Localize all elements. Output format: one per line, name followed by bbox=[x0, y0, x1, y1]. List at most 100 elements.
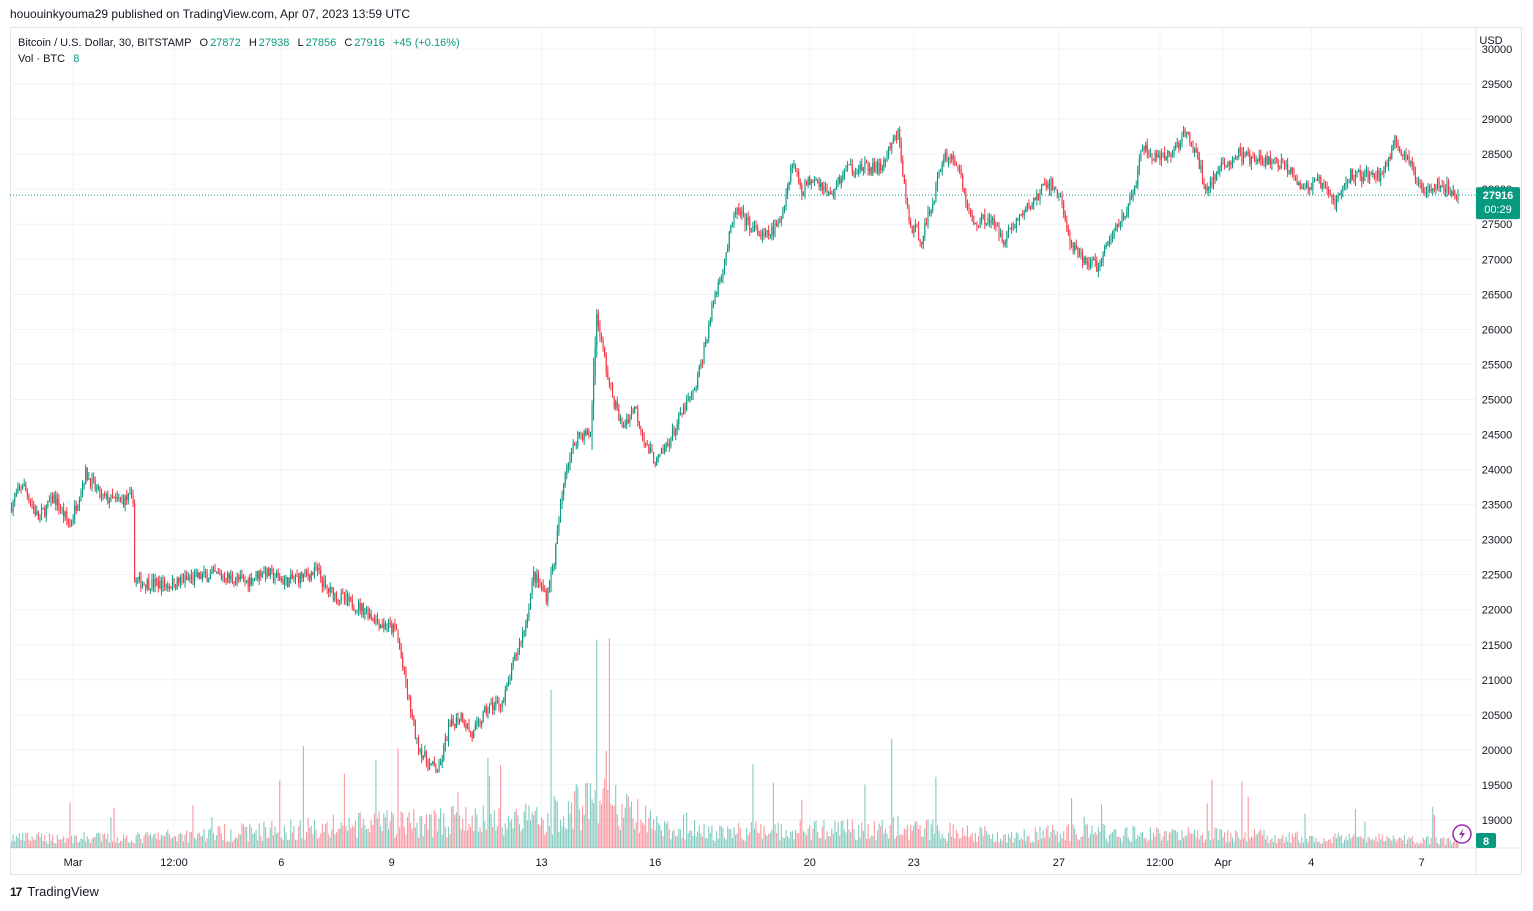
candle-body bbox=[425, 751, 427, 763]
candle-body bbox=[1017, 218, 1019, 220]
candle-body bbox=[843, 168, 845, 175]
chart-frame[interactable] bbox=[10, 27, 1522, 875]
candle-body bbox=[1351, 169, 1353, 181]
candle-body bbox=[337, 600, 339, 602]
volume-bar bbox=[64, 842, 66, 848]
volume-bar bbox=[583, 815, 585, 848]
volume-bar bbox=[1083, 816, 1085, 848]
volume-bar bbox=[307, 817, 309, 848]
candle-body bbox=[501, 701, 503, 708]
candle-body bbox=[1425, 191, 1428, 194]
candle-body bbox=[463, 722, 465, 725]
candle-body bbox=[657, 455, 659, 458]
candle-body bbox=[53, 494, 55, 504]
volume-bar bbox=[525, 803, 527, 848]
volume-bar bbox=[1080, 837, 1082, 848]
volume-bar bbox=[1154, 836, 1156, 848]
candle-body bbox=[790, 167, 792, 182]
volume-bar bbox=[766, 836, 768, 848]
candle-body bbox=[895, 136, 898, 140]
candle-body bbox=[492, 702, 494, 711]
volume-bar bbox=[1276, 843, 1278, 848]
candle-body bbox=[1176, 142, 1178, 145]
volume-bar bbox=[1066, 826, 1068, 848]
volume-bar bbox=[597, 823, 599, 848]
candle-body bbox=[670, 438, 672, 446]
volume-bar bbox=[757, 832, 759, 848]
volume-bar bbox=[446, 837, 448, 848]
volume-bar bbox=[127, 842, 129, 848]
candle-body bbox=[542, 585, 544, 591]
volume-bar bbox=[829, 836, 831, 848]
volume-bar bbox=[422, 836, 424, 848]
volume-bar bbox=[477, 831, 480, 848]
candle-body bbox=[15, 493, 17, 497]
candle-body bbox=[1422, 187, 1424, 192]
volume-bar bbox=[231, 841, 233, 848]
candle-body bbox=[993, 218, 995, 227]
candle-body bbox=[884, 159, 886, 162]
legend-volume-label[interactable]: Vol · BTC bbox=[18, 53, 66, 65]
volume-bar bbox=[346, 830, 349, 848]
volume-bar bbox=[567, 800, 569, 848]
candle-body bbox=[998, 225, 1000, 237]
volume-bar bbox=[694, 820, 696, 848]
candle-body bbox=[1007, 227, 1010, 233]
volume-bar bbox=[230, 829, 232, 848]
candle-body bbox=[126, 495, 128, 500]
candle-body bbox=[370, 613, 372, 619]
legend-symbol[interactable]: Bitcoin / U.S. Dollar, 30, BITSTAMP bbox=[18, 37, 192, 49]
volume-bar bbox=[195, 839, 197, 848]
candle-body bbox=[356, 609, 358, 612]
candle-body bbox=[1067, 229, 1069, 235]
candle-body bbox=[175, 587, 177, 589]
volume-bar bbox=[1369, 838, 1371, 848]
volume-bar bbox=[1201, 834, 1204, 848]
lightning-icon[interactable] bbox=[1452, 824, 1472, 844]
candle-body bbox=[1406, 156, 1409, 160]
volume-bar bbox=[675, 836, 677, 848]
volume-bar bbox=[495, 830, 497, 848]
volume-bar bbox=[810, 839, 812, 848]
volume-bar bbox=[725, 839, 727, 848]
volume-bar bbox=[679, 829, 681, 848]
candle-body bbox=[556, 530, 558, 544]
volume-bar bbox=[1359, 836, 1361, 848]
volume-bar bbox=[364, 825, 366, 848]
candle-body bbox=[346, 595, 349, 602]
candle-body bbox=[850, 164, 852, 166]
candle-body bbox=[736, 208, 738, 214]
candle-body bbox=[1435, 184, 1437, 190]
volume-bar bbox=[468, 823, 470, 848]
candle-body bbox=[618, 408, 620, 421]
candle-body bbox=[1162, 152, 1164, 155]
candle-body bbox=[561, 494, 563, 505]
candle-body bbox=[1454, 190, 1456, 197]
candle-body bbox=[74, 505, 76, 519]
volume-bar bbox=[212, 833, 215, 848]
candle-body bbox=[373, 619, 375, 624]
volume-bar bbox=[1367, 836, 1369, 848]
volume-bar bbox=[615, 784, 617, 848]
volume-bar bbox=[1058, 841, 1060, 848]
candle-body bbox=[936, 177, 939, 186]
volume-bar bbox=[208, 829, 210, 848]
candle-body bbox=[140, 576, 142, 588]
candle-body bbox=[351, 598, 353, 609]
candle-body bbox=[823, 186, 825, 191]
candle-body bbox=[1178, 142, 1180, 149]
tradingview-brand[interactable]: 17 TradingView bbox=[10, 884, 99, 899]
volume-bar bbox=[228, 841, 230, 848]
volume-bar bbox=[1108, 834, 1110, 848]
volume-bar bbox=[862, 830, 864, 848]
candle-body bbox=[799, 182, 801, 186]
candle-body bbox=[1293, 173, 1295, 177]
volume-bar bbox=[1408, 837, 1410, 848]
volume-bar bbox=[558, 831, 560, 848]
candle-body bbox=[553, 565, 555, 567]
candle-body bbox=[193, 573, 196, 582]
volume-bar bbox=[911, 830, 913, 848]
volume-bar bbox=[424, 823, 426, 848]
volume-bar bbox=[313, 820, 315, 848]
